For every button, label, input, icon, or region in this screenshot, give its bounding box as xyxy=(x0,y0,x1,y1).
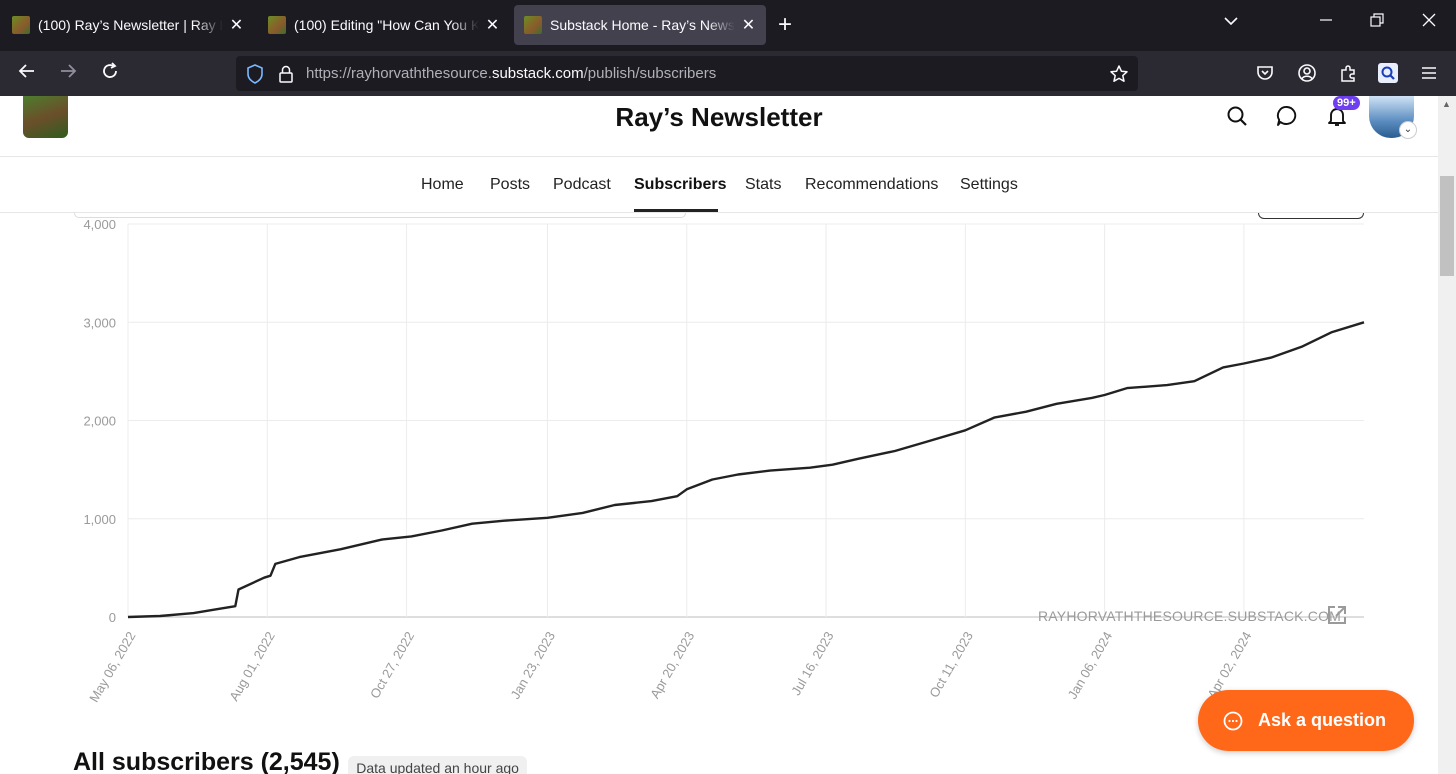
ask-button-label: Ask a question xyxy=(1258,710,1387,730)
hamburger-menu-icon[interactable] xyxy=(1419,63,1439,83)
external-link-icon[interactable] xyxy=(1326,604,1348,626)
y-tick-label: 2,000 xyxy=(83,414,116,429)
url-prefix: https://rayhorvaththesource. xyxy=(306,65,492,82)
x-tick-label: Aug 01, 2022 xyxy=(226,629,278,703)
chevron-down-icon[interactable]: ⌄ xyxy=(1399,121,1417,139)
data-updated-badge: Data updated an hour ago xyxy=(348,756,527,774)
y-tick-label: 4,000 xyxy=(83,217,116,232)
scroll-up-arrow-icon[interactable]: ▲ xyxy=(1442,99,1451,109)
tab-podcast[interactable]: Podcast xyxy=(553,176,611,193)
page-scrollbar[interactable]: ▲ xyxy=(1438,96,1456,774)
all-subscribers-heading: All subscribers (2,545) xyxy=(73,748,340,774)
x-axis-ticks: May 06, 2022 Aug 01, 2022 Oct 27, 2022 Jan … xyxy=(86,629,1254,705)
tab-close-icon[interactable]: ✕ xyxy=(229,17,244,34)
subscriber-growth-chart: 0 1,000 2,000 3,000 4,000 May 06, 2022 Aug 01… xyxy=(83,217,1365,705)
x-tick-label: Jan 23, 2023 xyxy=(507,629,558,702)
url-text: https://rayhorvaththesource.substack.com… xyxy=(306,65,716,82)
chart-grid xyxy=(127,223,1364,618)
search-extension-icon[interactable] xyxy=(1378,63,1398,83)
x-tick-label: Jul 16, 2023 xyxy=(788,629,836,698)
account-icon[interactable] xyxy=(1297,63,1317,83)
favicon-icon xyxy=(268,16,286,34)
browser-tab[interactable]: (100) Editing "How Can You Know ✕ xyxy=(258,5,510,45)
scrollbar-thumb[interactable] xyxy=(1440,176,1454,276)
minimize-icon[interactable] xyxy=(1318,12,1334,33)
y-tick-label: 0 xyxy=(109,610,116,625)
y-axis-ticks: 0 1,000 2,000 3,000 4,000 xyxy=(83,217,116,625)
search-icon[interactable] xyxy=(1225,104,1249,128)
restore-icon[interactable] xyxy=(1369,12,1385,33)
shield-icon[interactable] xyxy=(246,64,266,84)
tab-close-icon[interactable]: ✕ xyxy=(741,17,756,34)
back-arrow-icon[interactable] xyxy=(15,61,39,87)
browser-tab-active[interactable]: Substack Home - Ray’s Newsletter ✕ xyxy=(514,5,766,45)
bookmark-star-icon[interactable] xyxy=(1109,64,1129,84)
browser-tab-strip: (100) Ray’s Newsletter | Ray Horvath ✕ (… xyxy=(0,0,1456,51)
chart-watermark[interactable]: RAYHORVATHTHESOURCE.SUBSTACK.COM xyxy=(1038,608,1342,624)
subscriber-count-line xyxy=(127,321,1365,619)
page-content: Ray’s Newsletter 99+ ⌄ Home Posts Podcas… xyxy=(0,96,1438,774)
notification-badge: 99+ xyxy=(1333,96,1360,110)
lock-icon[interactable] xyxy=(277,64,297,84)
tab-title: (100) Editing "How Can You Know xyxy=(294,17,479,33)
close-window-icon[interactable] xyxy=(1421,12,1437,33)
dashboard-nav: Home Posts Podcast Subscribers Stats Rec… xyxy=(0,158,1438,213)
tab-settings[interactable]: Settings xyxy=(960,176,1018,193)
forward-arrow-icon[interactable] xyxy=(56,61,80,87)
tab-subscribers[interactable]: Subscribers xyxy=(634,176,727,193)
tab-close-icon[interactable]: ✕ xyxy=(485,17,500,34)
x-tick-label: Oct 27, 2022 xyxy=(367,629,417,701)
subscribers-heading-row: All subscribers (2,545) Data updated an … xyxy=(73,748,527,774)
x-tick-label: May 06, 2022 xyxy=(86,629,138,705)
tab-stats[interactable]: Stats xyxy=(745,176,782,193)
browser-toolbar: https://rayhorvaththesource.substack.com… xyxy=(0,51,1456,96)
reload-icon[interactable] xyxy=(98,61,122,87)
browser-tab[interactable]: (100) Ray’s Newsletter | Ray Horvath ✕ xyxy=(2,5,254,45)
y-tick-label: 1,000 xyxy=(83,512,116,527)
tab-home[interactable]: Home xyxy=(421,176,464,193)
site-title[interactable]: Ray’s Newsletter xyxy=(615,102,823,132)
tab-recommendations[interactable]: Recommendations xyxy=(805,176,939,193)
favicon-icon xyxy=(12,16,30,34)
favicon-icon xyxy=(524,16,542,34)
tab-title: (100) Ray’s Newsletter | Ray Horvath xyxy=(38,17,223,33)
active-tab-indicator xyxy=(634,209,718,212)
y-tick-label: 3,000 xyxy=(83,315,116,330)
publication-logo[interactable] xyxy=(23,96,68,138)
extensions-puzzle-icon[interactable] xyxy=(1338,63,1358,83)
new-tab-plus-icon[interactable]: + xyxy=(778,11,793,38)
tab-list-chevron-icon[interactable] xyxy=(1222,12,1240,35)
tab-title: Substack Home - Ray’s Newsletter xyxy=(550,17,735,33)
address-bar[interactable]: https://rayhorvaththesource.substack.com… xyxy=(236,56,1138,91)
tab-posts[interactable]: Posts xyxy=(490,176,531,193)
x-tick-label: Oct 11, 2023 xyxy=(926,629,976,700)
url-path: /publish/subscribers xyxy=(583,65,717,82)
ask-a-question-button[interactable]: Ask a question xyxy=(1198,690,1414,751)
x-tick-label: Apr 20, 2023 xyxy=(647,629,697,701)
url-domain: substack.com xyxy=(491,65,584,82)
pocket-icon[interactable] xyxy=(1255,63,1275,83)
x-tick-label: Jan 06, 2024 xyxy=(1065,629,1116,702)
chat-bubble-icon xyxy=(1222,710,1244,732)
site-header: Ray’s Newsletter 99+ ⌄ xyxy=(0,96,1438,157)
chat-bubble-icon[interactable] xyxy=(1275,104,1299,128)
